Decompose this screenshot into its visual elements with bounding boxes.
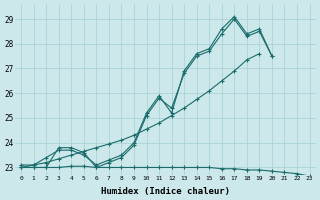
X-axis label: Humidex (Indice chaleur): Humidex (Indice chaleur)	[101, 187, 230, 196]
